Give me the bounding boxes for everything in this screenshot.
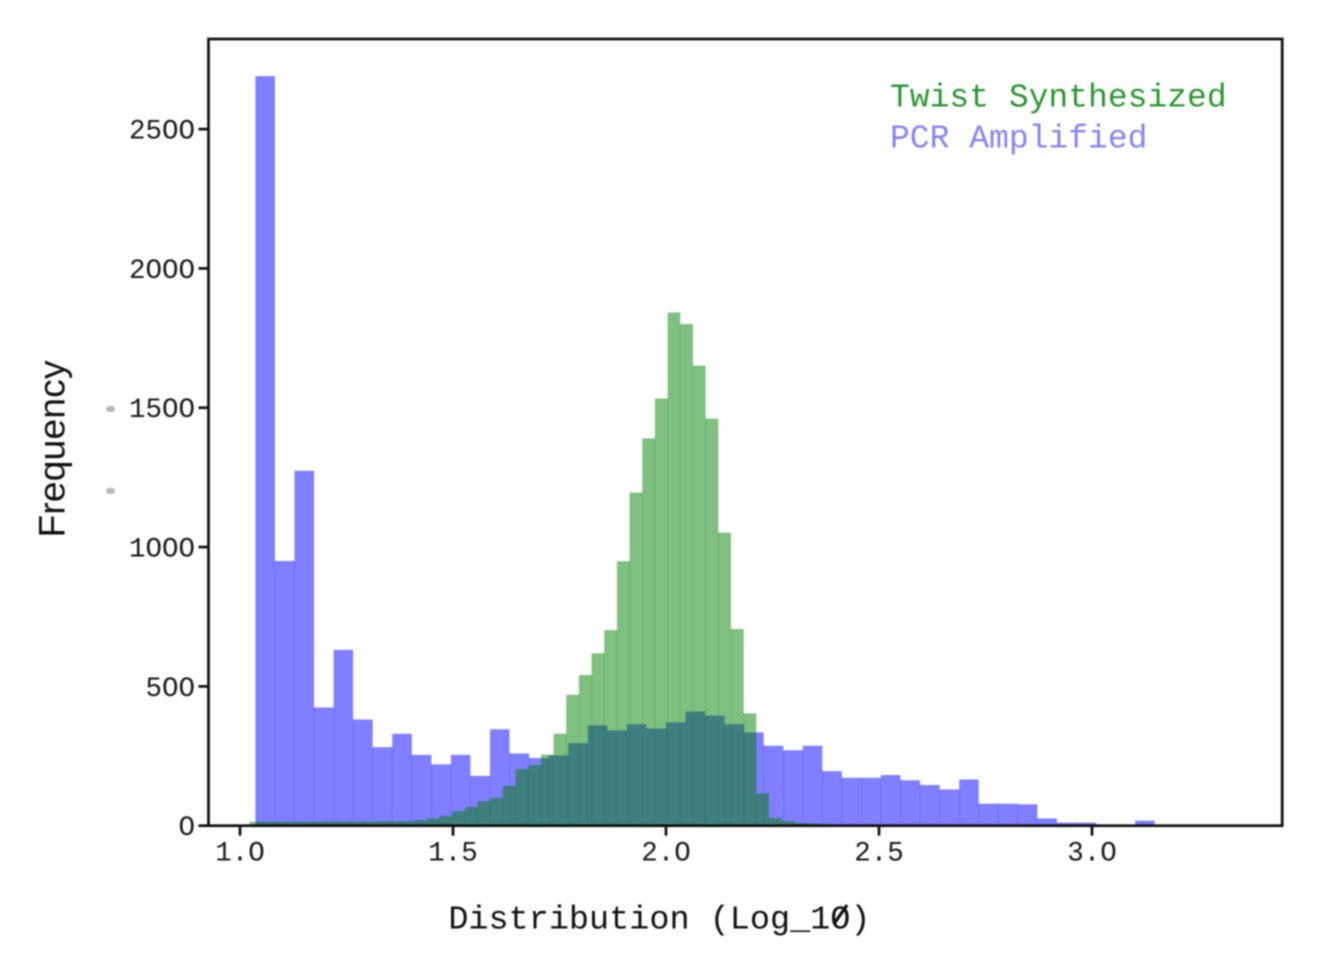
svg-text:Frequency: Frequency <box>30 360 72 537</box>
svg-text:1OOO: 1OOO <box>129 535 195 566</box>
svg-text:Distribution (Log_1O): Distribution (Log_1O) <box>448 902 870 940</box>
svg-text:1.5: 1.5 <box>428 839 478 870</box>
svg-text:O: O <box>178 813 195 844</box>
svg-text:2.O: 2.O <box>641 839 691 870</box>
svg-text:5OO: 5OO <box>145 674 195 705</box>
svg-text:15OO: 15OO <box>129 395 195 426</box>
svg-text:2OOO: 2OOO <box>129 256 195 287</box>
svg-text:1.O: 1.O <box>215 839 265 870</box>
svg-text:3.O: 3.O <box>1067 839 1117 870</box>
svg-text:PCR Amplified: PCR Amplified <box>890 121 1147 158</box>
svg-text:2.5: 2.5 <box>854 839 904 870</box>
svg-text:Twist Synthesized: Twist Synthesized <box>890 80 1227 117</box>
svg-text:25OO: 25OO <box>129 117 195 148</box>
